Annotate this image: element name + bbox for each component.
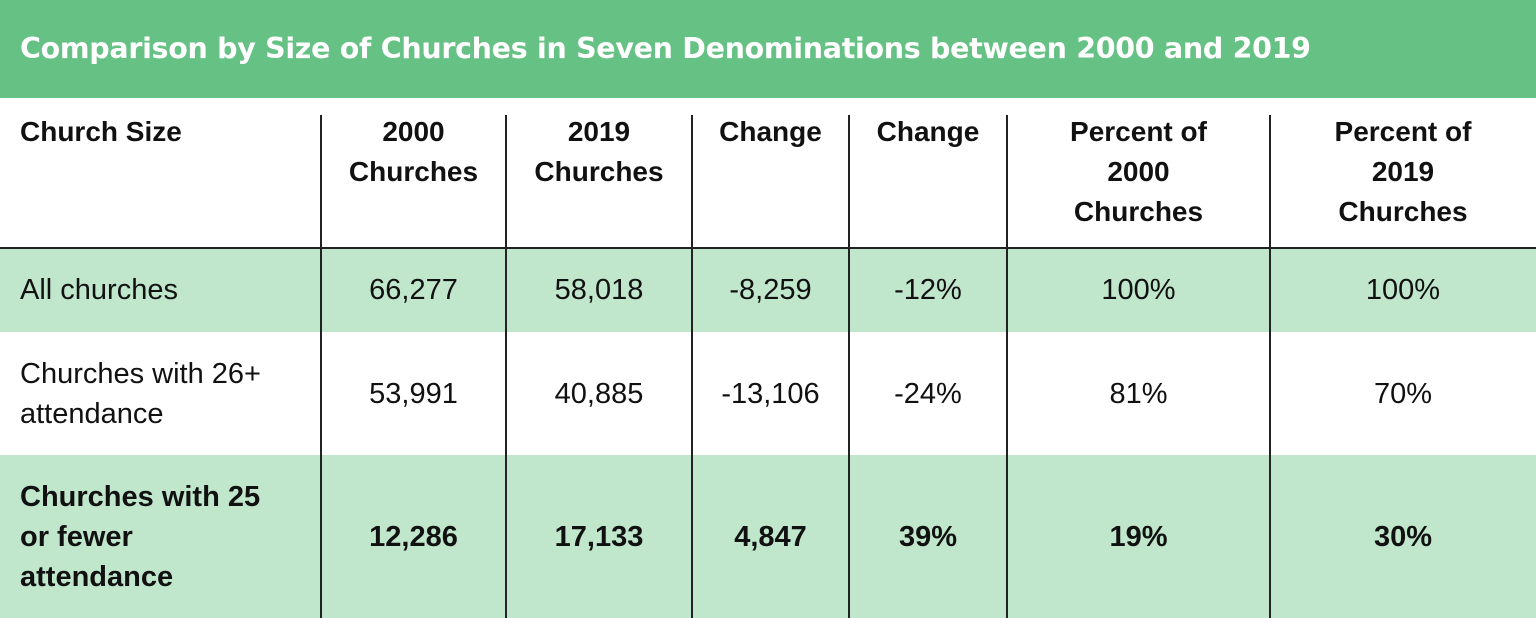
column-header: Percent of 2000 Churches: [1070, 116, 1207, 227]
column-divider: [1006, 115, 1008, 618]
table-title: Comparison by Size of Churches in Seven …: [0, 0, 1536, 98]
column-header: Change: [876, 116, 980, 147]
column-header: Change: [719, 116, 822, 147]
table-cell: 81%: [1109, 377, 1168, 410]
table-cell: 100%: [1101, 274, 1176, 306]
table-row: All churches 66,277 58,018 -8,259 -12% 1…: [0, 248, 1536, 332]
comparison-table: Church Size 2000 Churches 2019 Churches …: [0, 98, 1536, 618]
table-cell: -12%: [894, 274, 962, 306]
table-cell: 4,847: [734, 520, 807, 553]
table-cell: 39%: [898, 520, 958, 553]
header-divider: [0, 247, 1536, 249]
table-cell: 66,277: [369, 274, 458, 306]
table-cell: Churches with 26+ attendance: [20, 357, 261, 430]
column-divider: [320, 115, 322, 618]
table-cell: 19%: [1109, 520, 1168, 553]
table-row: Churches with 26+ attendance 53,991 40,8…: [0, 332, 1536, 455]
table-cell: 70%: [1373, 377, 1433, 410]
column-divider: [505, 115, 507, 618]
table-cell: Churches with 25 or fewer attendance: [20, 480, 261, 593]
table-row: Churches with 25 or fewer attendance 12,…: [0, 455, 1536, 618]
column-header: 2019 Churches: [534, 116, 664, 187]
column-header: Percent of 2019 Churches: [1334, 116, 1472, 227]
column-divider: [848, 115, 850, 618]
table-cell: 100%: [1365, 274, 1441, 306]
table-cell: 30%: [1373, 520, 1433, 553]
table-cell: -13,106: [721, 377, 820, 410]
table-cell: 12,286: [369, 520, 458, 553]
column-header: 2000 Churches: [348, 116, 479, 187]
table-cell: -24%: [894, 377, 962, 410]
table-cell: 40,885: [554, 377, 644, 410]
column-divider: [691, 115, 693, 618]
table-cell: 58,018: [554, 274, 644, 306]
header-row: Church Size 2000 Churches 2019 Churches …: [0, 98, 1536, 248]
table-cell: All churches: [20, 274, 178, 306]
table-cell: -8,259: [729, 274, 812, 306]
column-header: Church Size: [20, 116, 182, 147]
table-cell: 17,133: [554, 520, 644, 553]
table-cell: 53,991: [369, 377, 458, 410]
column-divider: [1269, 115, 1271, 618]
